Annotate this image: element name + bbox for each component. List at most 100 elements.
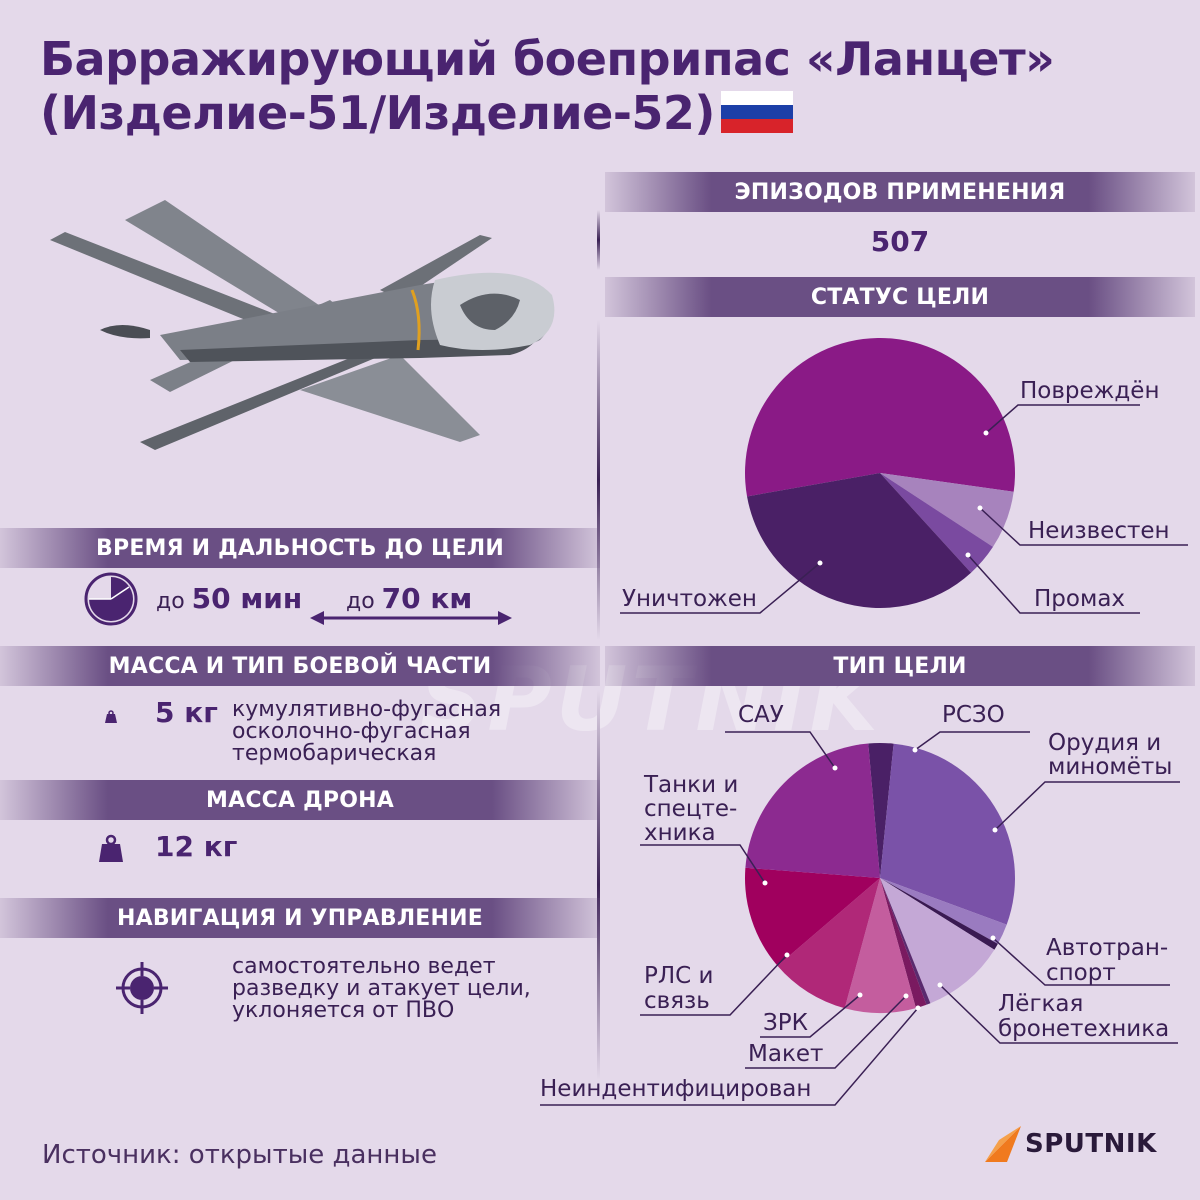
leader-unichtozhen <box>620 562 821 614</box>
leader-tanki <box>640 844 766 884</box>
navigation-line: уклоняется от ПВО <box>232 998 455 1023</box>
label-unichtozhen: Уничтожен <box>622 586 757 612</box>
label-orudiya: Орудия и миномёты <box>1048 730 1173 780</box>
title-line-1: Барражирующий боеприпас «Ланцет» <box>40 32 1055 86</box>
warhead-header: МАССА И ТИП БОЕВОЙ ЧАСТИ <box>0 646 600 686</box>
pie-slice <box>747 473 972 608</box>
pie-slice <box>868 743 894 878</box>
sputnik-logo-text: SPUTNIK <box>1025 1129 1157 1159</box>
divider <box>597 210 600 270</box>
marker-dot <box>762 880 768 886</box>
range-prefix: до <box>346 589 375 614</box>
label-bronetehnika: Лёгкая бронетехника <box>998 991 1170 1042</box>
weight-icon <box>105 710 117 723</box>
label-rls: РЛС и связь <box>644 963 714 1014</box>
navigation-line: самостоятельно ведет <box>232 954 496 979</box>
range-number: 70 км <box>381 582 473 615</box>
divider <box>597 320 600 640</box>
leader-orudiya <box>994 781 1180 831</box>
label-sau: САУ <box>738 702 784 728</box>
leader-povrezhden <box>985 404 1140 434</box>
title-line-2: (Изделие-51/Изделие-52) <box>40 86 1180 140</box>
time-value: до 50 мин <box>156 582 302 615</box>
pie-slice <box>880 473 993 573</box>
status-pie-chart <box>620 337 1188 614</box>
leader-rszo <box>914 731 1030 751</box>
marker-dot <box>817 560 823 566</box>
warhead-type: кумулятивно-фугасная <box>232 697 502 722</box>
pie-slice <box>745 743 880 878</box>
pie-slice <box>880 878 927 1009</box>
sputnik-logo-icon <box>985 1126 1021 1162</box>
divider <box>597 690 600 1080</box>
label-promah: Промах <box>1034 586 1126 612</box>
double-arrow-icon <box>310 611 512 625</box>
warhead-mass: 5 кг <box>155 696 218 729</box>
time-number: 50 мин <box>191 582 303 615</box>
navigation-header: НАВИГАЦИЯ И УПРАВЛЕНИЕ <box>0 898 600 938</box>
navigation-line: разведку и атакует цели, <box>232 976 531 1001</box>
leader-neizvesten <box>979 507 1188 546</box>
time-range-header: ВРЕМЯ И ДАЛЬНОСТЬ ДО ЦЕЛИ <box>0 528 600 568</box>
weight-icon <box>99 834 123 862</box>
drone-mass-header: МАССА ДРОНА <box>0 780 600 820</box>
source-text: Источник: открытые данные <box>42 1140 437 1170</box>
pie-slice <box>880 878 998 950</box>
pie-slice <box>777 878 880 1009</box>
pie-slice <box>880 878 995 1004</box>
target-icon <box>116 962 168 1014</box>
warhead-type: термобарическая <box>232 741 437 766</box>
marker-dot <box>912 747 918 753</box>
episodes-value: 507 <box>870 225 930 258</box>
marker-dot <box>857 992 863 998</box>
range-value: до 70 км <box>346 582 472 615</box>
marker-dot <box>832 765 838 771</box>
episodes-header: ЭПИЗОДОВ ПРИМЕНЕНИЯ <box>605 172 1195 212</box>
status-header: СТАТУС ЦЕЛИ <box>605 277 1195 317</box>
marker-dot <box>983 430 989 436</box>
leader-promah <box>967 554 1140 614</box>
time-prefix: до <box>156 589 185 614</box>
leader-zrk <box>760 994 861 1038</box>
pie-slice <box>844 878 916 1013</box>
label-povrezhden: Повреждён <box>1020 378 1160 404</box>
navigation-description: самостоятельно ведет разведку и атакует … <box>232 956 531 1022</box>
marker-dot <box>990 935 996 941</box>
marker-dot <box>965 552 971 558</box>
marker-dot <box>977 505 983 511</box>
pie-slice <box>880 743 1016 925</box>
leader-neident <box>540 1007 919 1106</box>
pie-slice <box>745 337 1015 497</box>
page-title: Барражирующий боеприпас «Ланцет» (Издели… <box>40 32 1180 140</box>
sputnik-logo: SPUTNIK <box>985 1126 1157 1162</box>
label-neident: Неиндентифицирован <box>540 1076 812 1102</box>
marker-dot <box>915 1005 921 1011</box>
pie-slice <box>880 878 931 1005</box>
marker-dot <box>937 982 943 988</box>
type-header: ТИП ЦЕЛИ <box>605 646 1195 686</box>
warhead-types: кумулятивно-фугасная осколочно-фугасная … <box>232 699 501 765</box>
leader-rls <box>640 954 788 1016</box>
pie-slice <box>880 473 1014 547</box>
pie-slice <box>880 878 1007 944</box>
type-pie-chart <box>540 731 1180 1106</box>
clock-icon <box>84 572 138 626</box>
marker-dot <box>784 952 790 958</box>
leader-sau <box>725 731 836 769</box>
warhead-type: осколочно-фугасная <box>232 719 471 744</box>
label-rszo: РСЗО <box>942 702 1005 728</box>
leader-bronetehnika <box>939 984 1178 1044</box>
label-avtotransport: Автотран-спорт <box>1046 935 1169 986</box>
leader-maket <box>745 995 907 1069</box>
drone-mass-value: 12 кг <box>155 830 238 863</box>
label-zrk: ЗРК <box>763 1010 808 1036</box>
label-tanki: Танки и спецте-хника <box>644 772 739 846</box>
russia-flag-icon <box>720 91 793 133</box>
pie-slice <box>745 867 880 966</box>
label-maket: Макет <box>748 1041 824 1067</box>
title-line-2-text: (Изделие-51/Изделие-52) <box>40 86 715 140</box>
drone-illustration <box>50 200 555 450</box>
label-neizvesten: Неизвестен <box>1028 518 1170 544</box>
marker-dot <box>903 993 909 999</box>
leader-avtotransport <box>992 937 1170 986</box>
